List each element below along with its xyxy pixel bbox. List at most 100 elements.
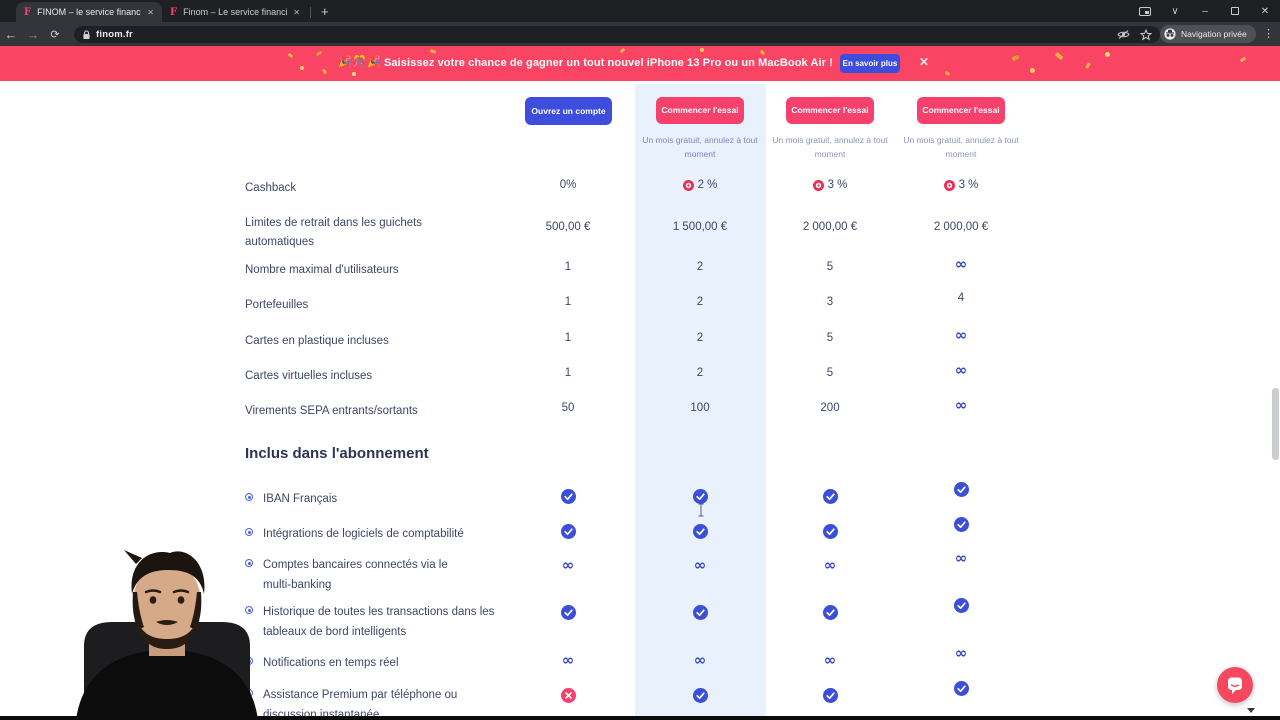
- finom-favicon-icon: F: [170, 6, 178, 18]
- row-label: Virements SEPA entrants/sortants: [245, 405, 418, 417]
- open-account-button[interactable]: Ouvrez un compte: [525, 97, 612, 125]
- tab-search-chevron[interactable]: ∨: [1171, 5, 1179, 17]
- player-arrow-icon: [1247, 708, 1255, 713]
- check-icon: [692, 524, 708, 539]
- check-icon: [692, 489, 708, 504]
- row-label: Intégrations de logiciels de comptabilit…: [263, 528, 464, 540]
- infinity-icon: ∞: [561, 651, 575, 669]
- cell-value: 2: [696, 332, 704, 344]
- confetti: [321, 68, 328, 75]
- cell-infinity: ∞: [765, 558, 895, 573]
- incognito-badge: Navigation privée: [1160, 25, 1256, 43]
- row-label: Nombre maximal d'utilisateurs: [245, 264, 399, 276]
- cell-check: [896, 482, 1026, 497]
- confetti: [759, 49, 766, 56]
- scrollbar-thumb[interactable]: [1272, 388, 1279, 460]
- promo-banner: 🎉🎊🎉 Saisissez votre chance de gagner un …: [0, 46, 1280, 81]
- confetti: [944, 70, 951, 77]
- chat-bubble-icon: [1228, 677, 1242, 694]
- browser-toolbar: ← → ⟳ finom.fr Navigation privée ⋮: [0, 22, 1280, 46]
- check-icon: [822, 688, 838, 703]
- cell-value: ∞: [896, 328, 1026, 343]
- confetti: [1054, 51, 1064, 61]
- chat-launcher-button[interactable]: [1217, 667, 1253, 703]
- incognito-label: Navigation privée: [1181, 29, 1247, 39]
- start-trial-button-3[interactable]: Commencer l'essai: [917, 97, 1005, 124]
- check-icon: [822, 605, 838, 620]
- webcam-overlay: [72, 548, 262, 720]
- bullet-icon: [245, 528, 253, 536]
- confetti: [352, 72, 356, 76]
- eye-off-icon[interactable]: [1117, 29, 1130, 40]
- close-window-button[interactable]: ✕: [1260, 5, 1270, 17]
- address-bar[interactable]: finom.fr: [74, 26, 1160, 43]
- trial-note: Un mois gratuit, annulez à tout moment: [642, 135, 758, 159]
- included-row-iban: IBAN Français: [0, 482, 1280, 505]
- cell-check: [503, 605, 633, 620]
- browser-menu-button[interactable]: ⋮: [1263, 28, 1274, 40]
- restore-button[interactable]: [1220, 0, 1250, 22]
- start-trial-button-2[interactable]: Commencer l'essai: [786, 97, 874, 124]
- cell-check: [635, 524, 765, 539]
- tab-strip: F FINOM – le service financier en li ✕ F…: [0, 0, 1280, 22]
- confetti: [619, 47, 626, 54]
- cell-value: ∞: [896, 257, 1026, 272]
- banner-text: Saisissez votre chance de gagner un tout…: [384, 57, 834, 69]
- tab-close-icon[interactable]: ✕: [147, 7, 154, 17]
- url-text: finom.fr: [96, 29, 133, 40]
- bullet-icon: [245, 559, 253, 567]
- row-label: Portefeuilles: [245, 299, 309, 311]
- banner-learn-more-button[interactable]: En savoir plus: [840, 54, 900, 73]
- cell-value: 2 %: [635, 179, 765, 194]
- check-icon: [560, 489, 576, 504]
- row-label: Cartes en plastique incluses: [245, 335, 389, 347]
- cell-check: [503, 524, 633, 539]
- cell-infinity: ∞: [635, 558, 765, 573]
- table-row-withdrawal-limits: Limites de retrait dans les guichets aut…: [0, 217, 1280, 248]
- check-icon: [822, 524, 838, 539]
- new-tab-button[interactable]: +: [321, 4, 329, 19]
- included-row-multibanking: Comptes bancaires connectés via le multi…: [0, 551, 1280, 591]
- cell-value: 2 000,00 €: [802, 221, 858, 233]
- confetti: [1030, 68, 1035, 73]
- start-trial-button-1[interactable]: Commencer l'essai: [656, 97, 744, 124]
- cell-value: 50: [561, 402, 575, 414]
- cell-check: [635, 605, 765, 620]
- cell-value: ∞: [896, 398, 1026, 413]
- reload-button[interactable]: ⟳: [50, 28, 60, 41]
- infinity-icon: ∞: [693, 651, 707, 669]
- back-button[interactable]: ←: [4, 26, 18, 42]
- cell-value: 5: [826, 367, 834, 379]
- cell-check: [635, 489, 765, 504]
- tab-preview-button[interactable]: [1130, 0, 1160, 22]
- trial-note: Un mois gratuit, annulez à tout moment: [772, 135, 888, 159]
- tab-finom-2[interactable]: F Finom – Le service financier en li ✕: [162, 2, 308, 22]
- cell-check: [896, 681, 1026, 696]
- confetti: [1085, 62, 1091, 69]
- cell-infinity: ∞: [503, 653, 633, 668]
- table-row-plastic-cards: Cartes en plastique incluses 1 2 5 ∞: [0, 328, 1280, 348]
- bullet-icon: [245, 606, 253, 614]
- cell-check: [635, 688, 765, 703]
- row-label: Cartes virtuelles incluses: [245, 370, 373, 382]
- tab-finom-active[interactable]: F FINOM – le service financier en li ✕: [16, 2, 162, 22]
- lock-icon: [83, 29, 90, 39]
- bookmark-star-icon[interactable]: [1140, 28, 1152, 41]
- tab-preview-icon: [1139, 6, 1151, 16]
- video-letterbox-bar: [0, 716, 1280, 720]
- confetti: [429, 49, 437, 54]
- tab-close-icon[interactable]: ✕: [293, 7, 300, 17]
- cross-icon: [560, 688, 576, 703]
- cell-check: [765, 489, 895, 504]
- cell-value: 1 500,00 €: [672, 221, 728, 233]
- minimize-button[interactable]: –: [1202, 5, 1208, 17]
- cell-check: [896, 598, 1026, 613]
- table-row-virtual-cards: Cartes virtuelles incluses 1 2 5 ∞: [0, 363, 1280, 383]
- banner-close-icon[interactable]: ✕: [919, 55, 930, 69]
- forward-button[interactable]: →: [26, 26, 40, 42]
- table-row-wallets: Portefeuilles 1 2 3 4: [0, 292, 1280, 312]
- infinity-icon: ∞: [954, 396, 968, 414]
- check-icon: [560, 605, 576, 620]
- bullet-icon: [245, 493, 253, 501]
- pricing-page: Ouvrez un compte Commencer l'essai Comme…: [0, 81, 1280, 720]
